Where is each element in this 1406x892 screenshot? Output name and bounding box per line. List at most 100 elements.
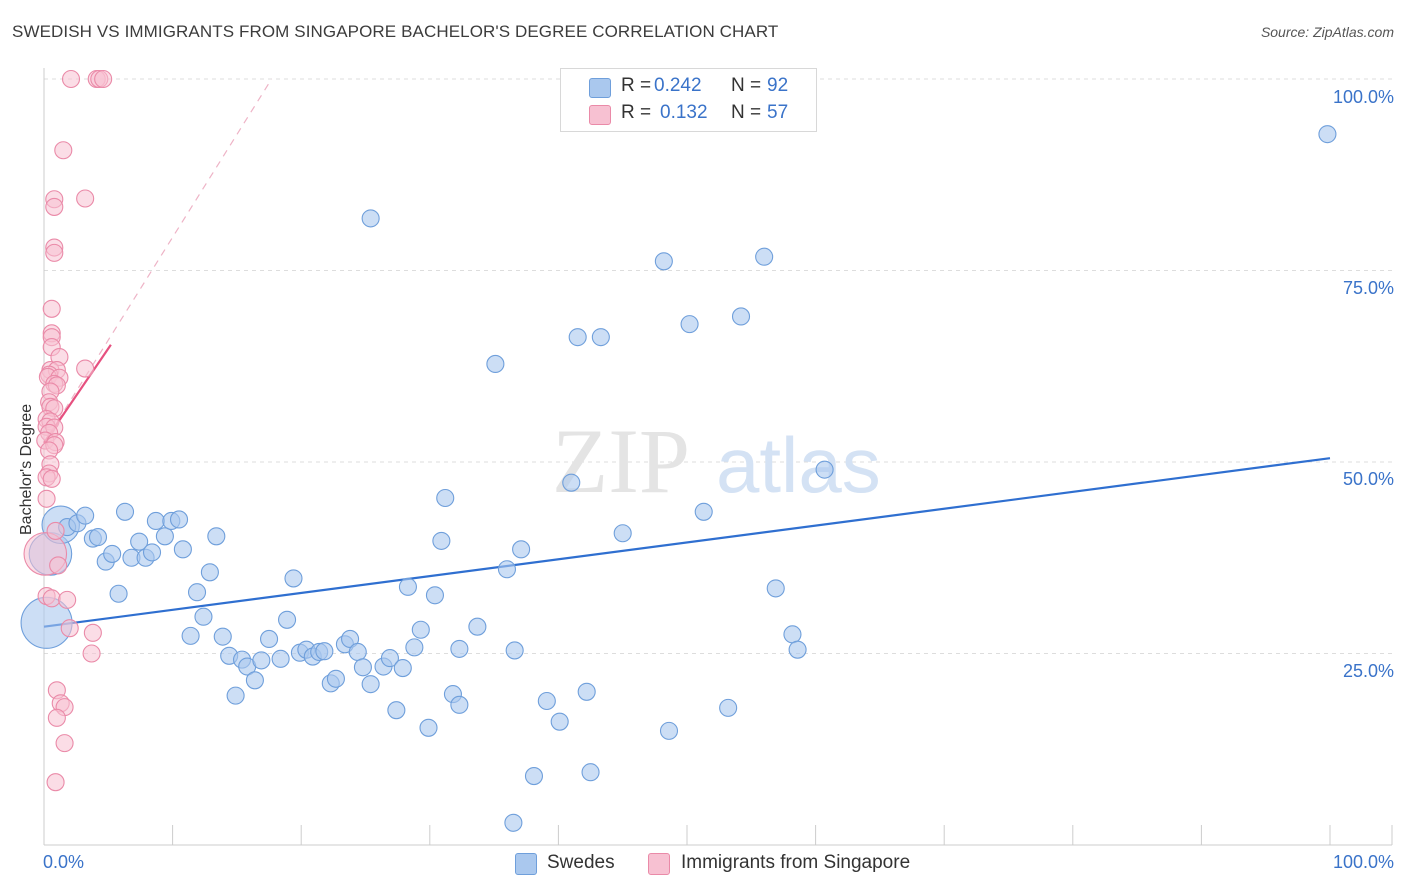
singapore-point	[47, 708, 66, 727]
trend-lines	[43, 78, 1331, 628]
swedes-point	[226, 686, 245, 705]
swedes-point	[568, 328, 587, 347]
swedes-legend-label: Swedes	[547, 852, 615, 873]
swedes-point	[169, 510, 189, 529]
swedes-point	[694, 502, 713, 521]
swedes-point	[76, 506, 95, 525]
swedes-point	[130, 532, 149, 551]
swedes-point	[361, 675, 380, 694]
swedes-point	[271, 649, 290, 668]
swedes-point	[387, 701, 406, 720]
singapore-point	[76, 189, 95, 208]
swedes-point	[419, 718, 438, 737]
source-label: Source: ZipAtlas.com	[1260, 24, 1394, 40]
y-tick-label: 25.0%	[1342, 661, 1394, 681]
swedes-trend-line	[43, 457, 1331, 628]
grid-lines	[44, 78, 1392, 654]
swedes-point	[173, 540, 192, 559]
singapore-point	[54, 141, 73, 160]
swedes-point	[146, 511, 165, 531]
singapore-point	[46, 773, 65, 792]
singapore-point	[42, 469, 61, 488]
swedes-point	[497, 560, 517, 579]
n-value: 57	[767, 102, 789, 123]
swedes-point	[142, 543, 162, 562]
r-value: 0.132	[660, 102, 708, 123]
swedes-point	[659, 721, 679, 740]
swedes-point	[719, 698, 738, 717]
swedes-point	[361, 209, 380, 228]
x-tick-label-max: 100.0%	[1332, 852, 1394, 872]
swedes-point	[436, 488, 455, 508]
swedes-point	[187, 583, 207, 602]
swedes-point	[680, 315, 699, 334]
swedes-point	[788, 640, 807, 659]
singapore-point	[60, 619, 79, 638]
swedes-point	[562, 473, 581, 492]
swedes-point	[353, 658, 372, 677]
swedes-point	[405, 638, 424, 657]
r-label: R =	[621, 75, 652, 96]
singapore-trend-extension	[43, 78, 273, 444]
y-tick-label: 50.0%	[1342, 469, 1394, 489]
singapore-point	[45, 197, 64, 216]
singapore-point	[42, 589, 61, 608]
swedes-point	[103, 544, 122, 563]
swedes-point	[425, 586, 444, 605]
swedes-swatch	[589, 78, 611, 98]
swedes-point	[380, 649, 399, 668]
swedes-point	[450, 695, 469, 714]
swedes-point	[252, 651, 271, 670]
singapore-point	[58, 590, 77, 609]
singapore-point	[61, 69, 81, 89]
singapore-point	[49, 556, 68, 575]
swedes-point	[468, 617, 487, 636]
singapore-point	[55, 734, 74, 753]
y-tick-label: 100.0%	[1332, 87, 1394, 107]
swedes-point	[88, 528, 108, 547]
y-axis-label: Bachelor's Degree	[18, 403, 35, 535]
singapore-swatch	[589, 105, 611, 125]
stats-legend: R = 0.242 N = 92 R = 0.132 N = 57	[560, 68, 817, 132]
swedes-point	[1318, 125, 1337, 144]
singapore-legend-swatch	[648, 853, 670, 875]
swedes-point	[284, 569, 303, 588]
swedes-point	[591, 328, 610, 347]
r-label: R =	[621, 102, 652, 123]
swedes-point	[213, 627, 232, 646]
watermark-atlas: atlas	[716, 421, 881, 509]
watermark-zip: ZIP	[552, 410, 690, 512]
swedes-point	[432, 531, 451, 550]
swedes-point	[537, 691, 556, 711]
swedes-point	[181, 626, 200, 645]
n-label: N =	[731, 75, 762, 96]
singapore-point	[37, 489, 56, 508]
swedes-point	[524, 767, 544, 786]
swedes-point	[504, 813, 523, 832]
swedes-point	[505, 641, 524, 660]
swedes-point	[411, 620, 430, 639]
swedes-point	[348, 642, 367, 662]
swedes-point	[278, 610, 297, 629]
swedes-point	[259, 629, 279, 648]
swedes-point	[326, 669, 345, 688]
singapore-point	[45, 243, 64, 262]
singapore-point	[76, 359, 95, 378]
swedes-point	[155, 527, 174, 546]
swedes-points	[20, 125, 1337, 832]
singapore-point	[42, 299, 61, 318]
swedes-point	[755, 247, 774, 266]
swedes-point	[398, 577, 417, 596]
singapore-points	[23, 69, 113, 792]
swedes-point	[783, 625, 802, 644]
y-tick-label: 75.0%	[1342, 278, 1394, 298]
swedes-point	[577, 682, 596, 701]
swedes-point	[815, 460, 834, 479]
r-value: 0.242	[654, 75, 702, 96]
chart-title: SWEDISH VS IMMIGRANTS FROM SINGAPORE BAC…	[12, 22, 779, 41]
n-value: 92	[767, 75, 789, 96]
n-label: N =	[731, 102, 762, 123]
singapore-point	[83, 623, 102, 642]
swedes-point	[245, 671, 264, 690]
